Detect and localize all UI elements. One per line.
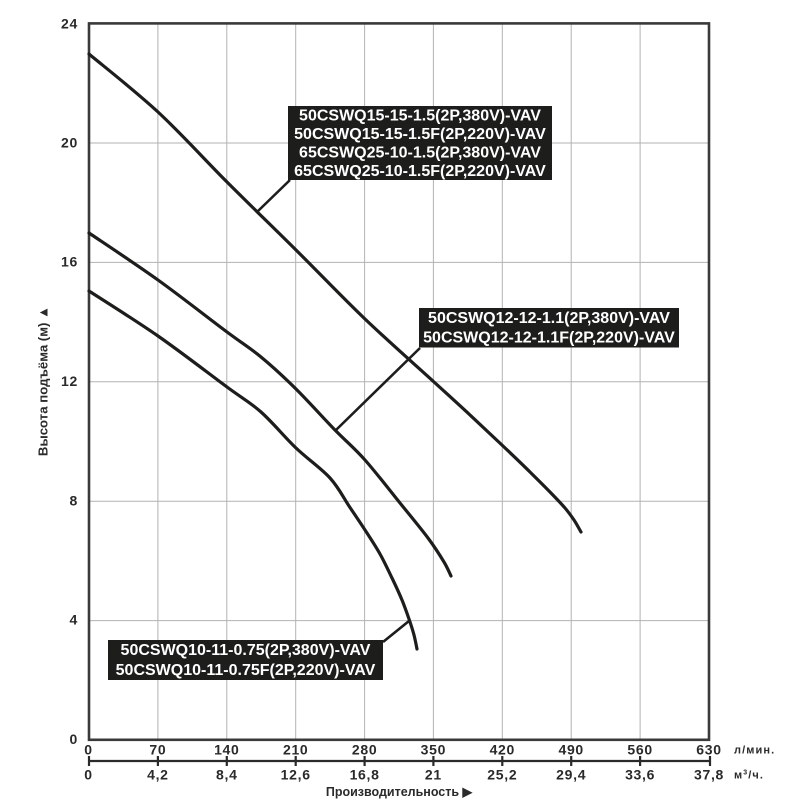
svg-text:140: 140 [214,742,239,758]
svg-text:29,4: 29,4 [556,767,586,783]
svg-text:16: 16 [61,254,78,270]
svg-text:0: 0 [84,742,93,758]
svg-text:12: 12 [61,373,78,389]
svg-text:21: 21 [425,767,442,783]
svg-text:560: 560 [627,742,652,758]
svg-text:33,6: 33,6 [625,767,655,783]
svg-text:70: 70 [149,742,166,758]
svg-text:50CSWQ12-12-1.1F(2P,220V)-VAV: 50CSWQ12-12-1.1F(2P,220V)-VAV [423,330,675,347]
svg-text:25,2: 25,2 [487,767,517,783]
svg-text:Высота подъёма (м) ▲: Высота подъёма (м) ▲ [36,306,51,456]
svg-text:12,6: 12,6 [281,767,311,783]
svg-text:м3/ч.: м3/ч. [734,770,764,782]
svg-text:420: 420 [490,742,515,758]
svg-text:0: 0 [84,767,93,783]
svg-text:Производительность ▶: Производительность ▶ [326,785,474,799]
svg-text:50CSWQ12-12-1.1(2P,380V)-VAV: 50CSWQ12-12-1.1(2P,380V)-VAV [428,310,670,327]
svg-text:350: 350 [421,742,446,758]
svg-text:20: 20 [61,134,78,150]
svg-text:50CSWQ10-11-0.75(2P,380V)-VAV: 50CSWQ10-11-0.75(2P,380V)-VAV [121,642,371,659]
svg-text:4,2: 4,2 [147,767,169,783]
svg-text:8: 8 [70,492,79,508]
svg-text:4: 4 [70,612,79,628]
svg-text:50CSWQ15-15-1.5F(2P,220V)-VAV: 50CSWQ15-15-1.5F(2P,220V)-VAV [294,126,546,143]
svg-text:24: 24 [61,16,78,32]
svg-text:0: 0 [70,731,79,747]
svg-text:50CSWQ15-15-1.5(2P,380V)-VAV: 50CSWQ15-15-1.5(2P,380V)-VAV [299,108,541,125]
svg-text:280: 280 [352,742,377,758]
svg-text:16,8: 16,8 [350,767,380,783]
svg-text:65CSWQ25-10-1.5(2P,380V)-VAV: 65CSWQ25-10-1.5(2P,380V)-VAV [299,145,541,162]
svg-text:210: 210 [283,742,308,758]
svg-text:630: 630 [696,742,721,758]
svg-text:37,8: 37,8 [694,767,724,783]
svg-text:65CSWQ25-10-1.5F(2P,220V)-VAV: 65CSWQ25-10-1.5F(2P,220V)-VAV [294,163,546,180]
svg-text:50CSWQ10-11-0.75F(2P,220V)-VAV: 50CSWQ10-11-0.75F(2P,220V)-VAV [116,662,376,679]
svg-text:8,4: 8,4 [216,767,238,783]
svg-text:490: 490 [558,742,583,758]
svg-text:л/мин.: л/мин. [734,745,775,757]
